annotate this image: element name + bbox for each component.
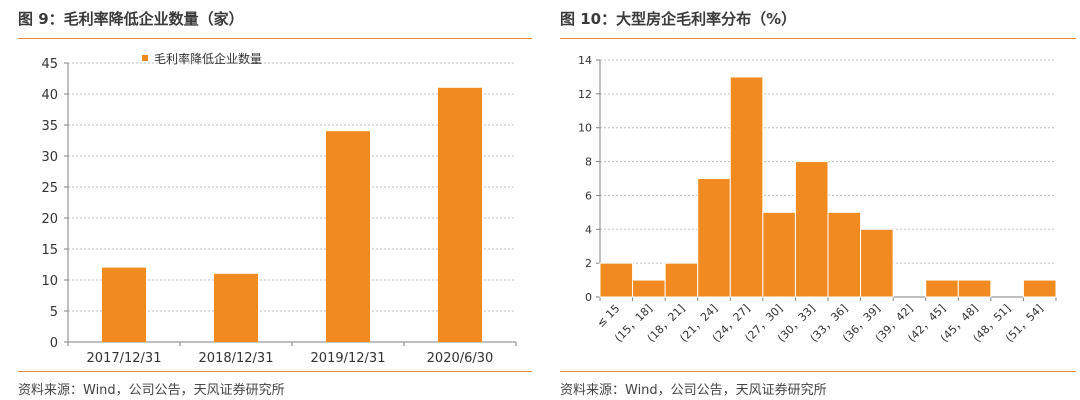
y-tick-label: 8 — [585, 156, 592, 169]
left-source-note: 资料来源：Wind，公司公告，天风证券研究所 — [18, 383, 285, 398]
histogram-bar — [729, 76, 764, 298]
y-tick-label: 15 — [41, 243, 58, 258]
histogram-bar — [697, 178, 731, 298]
histogram-bar — [599, 262, 634, 298]
y-tick-label: 45 — [41, 57, 58, 72]
histogram-bar — [794, 161, 829, 298]
histogram-bar — [1022, 279, 1057, 298]
right-source-divider — [560, 371, 1076, 372]
y-tick-label: 20 — [41, 212, 58, 227]
y-tick-label: 6 — [585, 189, 592, 202]
y-tick-label: 14 — [578, 54, 592, 67]
y-tick-label: 2 — [585, 257, 592, 270]
histogram-bar — [762, 211, 796, 298]
y-tick-label: 40 — [41, 88, 58, 103]
right-chart-panel: 图 10：大型房企毛利率分布（%） 0 2 4 6 8 10 12 14 ≤ 15 (15，18]… — [560, 0, 1076, 400]
left-title-divider — [18, 38, 532, 39]
x-tick-label: 2020/6/30 — [427, 351, 494, 366]
legend-swatch — [142, 55, 148, 61]
histogram-bar — [957, 279, 992, 298]
histogram-bar — [664, 262, 699, 298]
bar — [214, 273, 258, 342]
x-tick-label: ≤ 15 — [594, 302, 622, 330]
profit-margin-decline-bar-chart: 0 5 10 15 20 25 30 35 40 45 2017/12/31 2018/12/31 20… — [41, 51, 517, 366]
x-tick-label: 2017/12/31 — [87, 351, 162, 366]
y-tick-label: 35 — [41, 119, 58, 134]
x-tick-label: 2019/12/31 — [311, 351, 386, 366]
left-chart-panel: 图 9：毛利率降低企业数量（家） 0 5 10 15 20 25 30 35 40 45 2017/… — [18, 0, 532, 400]
bar — [326, 131, 370, 342]
left-source-divider — [18, 371, 532, 372]
histogram-bar — [827, 211, 862, 298]
y-tick-label: 5 — [50, 305, 58, 320]
left-chart-title: 图 9：毛利率降低企业数量（家） — [18, 10, 244, 28]
y-tick-label: 12 — [578, 88, 592, 101]
histogram-bar — [860, 228, 894, 298]
y-tick-label: 10 — [41, 274, 58, 289]
y-tick-label: 0 — [50, 336, 58, 351]
bar — [438, 87, 482, 342]
right-source-note: 资料来源：Wind，公司公告，天风证券研究所 — [560, 383, 827, 398]
y-tick-label: 0 — [585, 291, 592, 304]
bar — [102, 267, 146, 342]
histogram-bar — [632, 279, 666, 298]
right-chart-title: 图 10：大型房企毛利率分布（%） — [560, 10, 797, 28]
histogram-bar — [925, 279, 959, 298]
x-tick-label: 2018/12/31 — [199, 351, 274, 366]
y-tick-label: 10 — [578, 122, 592, 135]
y-tick-label: 4 — [585, 223, 592, 236]
legend-label: 毛利率降低企业数量 — [154, 51, 262, 66]
y-tick-label: 30 — [41, 150, 58, 165]
y-tick-label: 25 — [41, 181, 58, 196]
right-title-divider — [560, 38, 1076, 39]
